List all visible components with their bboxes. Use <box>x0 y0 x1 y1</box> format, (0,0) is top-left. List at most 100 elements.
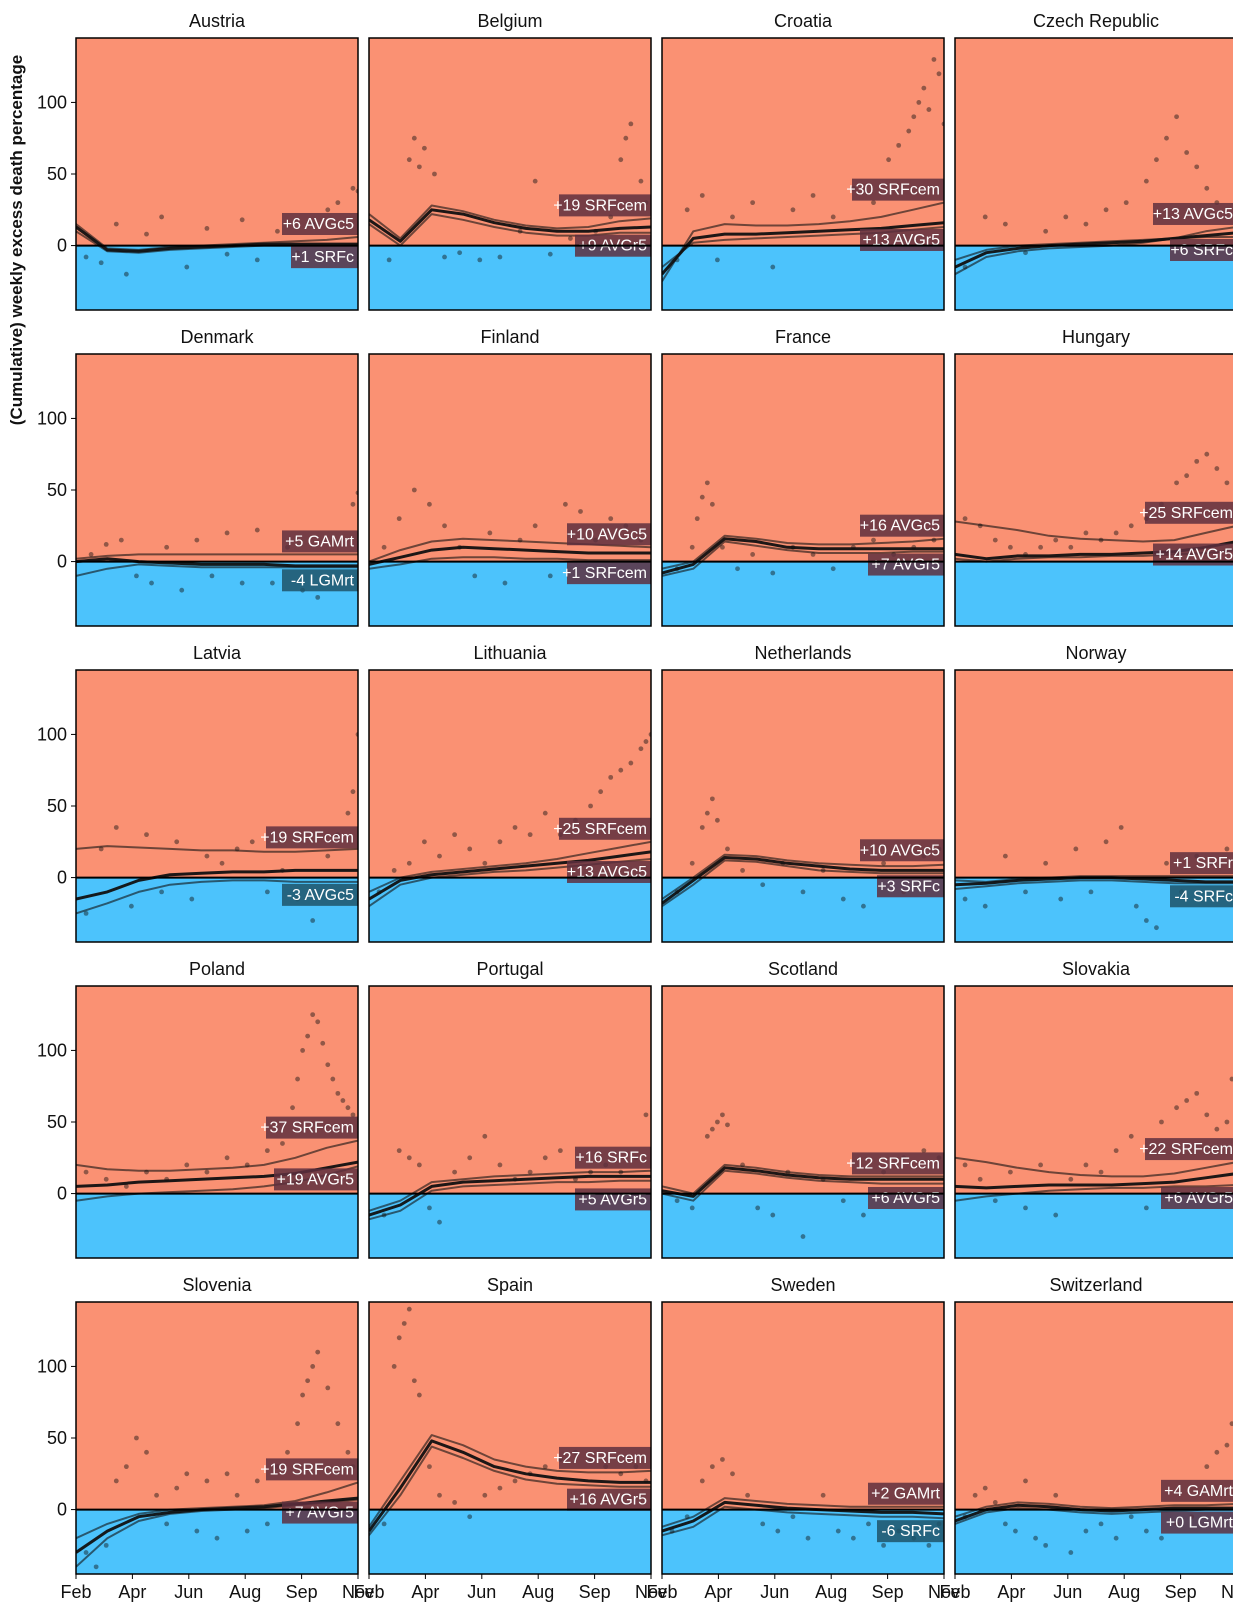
badge-text: +27 SRFcem <box>553 1450 647 1467</box>
data-point <box>1133 903 1139 909</box>
badge-text: +2 GAMrt <box>871 1486 940 1503</box>
panel-france: France +16 AVGc5 +7 AVGr5 <box>661 327 945 627</box>
data-point <box>1184 473 1190 479</box>
data-point <box>325 207 331 213</box>
data-point <box>790 1514 796 1520</box>
data-point <box>674 1198 680 1204</box>
data-point <box>962 896 968 902</box>
badge-background <box>1170 238 1233 261</box>
badge-text: -4 SRFc <box>1174 888 1233 905</box>
data-point <box>452 1169 458 1175</box>
data-point <box>123 1464 129 1470</box>
data-point <box>219 860 225 866</box>
data-point <box>305 1378 311 1384</box>
model-line <box>76 879 358 915</box>
data-point <box>704 480 710 486</box>
panel-title: Scotland <box>768 959 838 979</box>
data-point <box>684 207 690 213</box>
label-badge-high: +13 AVGc5 <box>1153 202 1233 225</box>
data-point <box>598 789 604 795</box>
data-point <box>896 142 902 148</box>
data-point <box>1113 530 1119 536</box>
label-badge-high: +25 SRFcem <box>1139 501 1233 524</box>
data-point <box>113 1478 119 1484</box>
data-point <box>770 570 776 576</box>
panel-frame <box>954 1301 1233 1575</box>
badge-text: +10 AVGc5 <box>567 526 647 543</box>
data-point <box>144 1449 149 1455</box>
data-point <box>931 57 937 62</box>
data-point <box>396 1148 402 1154</box>
data-point <box>916 100 922 105</box>
excess-region <box>76 354 358 562</box>
data-point <box>1123 200 1129 206</box>
badge-text: +3 SRFc <box>877 878 940 895</box>
badge-text: +25 SRFcem <box>553 821 647 838</box>
label-badge-high: +3 SRFc <box>877 875 944 898</box>
panel-title: Lithuania <box>473 643 547 663</box>
label-badge-high: +13 AVGr5 <box>860 228 944 251</box>
panel-czech-republic: Czech Republic +13 AVGc5 +6 SRFc <box>954 11 1233 311</box>
label-badge-high: +14 AVGr5 <box>1153 543 1233 566</box>
badge-text: +37 SRFcem <box>260 1120 354 1137</box>
panel-frame <box>368 669 652 943</box>
data-point <box>83 254 89 260</box>
data-point <box>1224 1442 1230 1448</box>
data-point <box>730 214 735 220</box>
panel-denmark: Denmark +5 GAMrt -4 LGMrt 0 50 100 <box>37 327 359 627</box>
model-line <box>662 201 944 282</box>
panel-title: Austria <box>189 11 246 31</box>
data-point <box>452 1500 458 1505</box>
badge-text: +7 AVGr5 <box>285 1505 354 1522</box>
badge-background <box>868 553 944 576</box>
x-tick-label: Aug <box>522 1582 554 1602</box>
data-point <box>427 1205 432 1211</box>
badge-text: +16 SRFc <box>575 1150 647 1167</box>
data-point <box>295 1076 300 1082</box>
model-line <box>369 208 651 243</box>
data-point <box>810 193 816 198</box>
data-point <box>1143 1528 1149 1534</box>
data-point <box>694 516 700 522</box>
data-point <box>1204 1112 1210 1118</box>
data-point <box>1033 1535 1038 1541</box>
data-point <box>477 257 483 263</box>
data-point <box>144 231 149 237</box>
panel-title: Portugal <box>476 959 543 979</box>
label-badge-high: +6 AVGc5 <box>282 212 358 235</box>
label-badge-high: +27 SRFcem <box>553 1446 651 1469</box>
data-point <box>623 135 629 141</box>
panel-title: Sweden <box>770 1275 835 1295</box>
data-point <box>164 544 170 550</box>
badge-text: +16 AVGc5 <box>860 518 940 535</box>
label-badge-high: +12 SRFcem <box>846 1152 944 1175</box>
label-badge-high: +30 SRFcem <box>846 178 944 201</box>
data-point <box>699 1478 705 1484</box>
data-point <box>720 1457 725 1462</box>
data-point <box>1204 451 1210 457</box>
deficit-region <box>369 1509 651 1574</box>
x-tick-label: Nov <box>1221 1582 1233 1602</box>
data-point <box>325 853 331 859</box>
data-point <box>542 810 548 816</box>
data-point <box>962 1162 968 1168</box>
excess-region <box>76 38 358 246</box>
data-point <box>350 501 356 507</box>
badge-background <box>860 514 944 537</box>
x-tick-label: Jun <box>1053 1582 1082 1602</box>
excess-region <box>955 670 1233 878</box>
panel-title: Spain <box>487 1275 533 1295</box>
data-point <box>861 1212 866 1218</box>
data-point <box>83 1550 89 1555</box>
badge-background <box>1153 543 1233 566</box>
data-point <box>1083 1528 1089 1534</box>
data-point <box>442 523 447 529</box>
model-line <box>76 553 358 560</box>
data-point <box>98 260 104 266</box>
badge-background <box>266 1116 358 1139</box>
excess-region <box>76 986 358 1194</box>
data-point <box>406 1155 412 1161</box>
data-point <box>730 1471 735 1477</box>
data-point <box>532 178 538 184</box>
badge-background <box>282 212 358 235</box>
